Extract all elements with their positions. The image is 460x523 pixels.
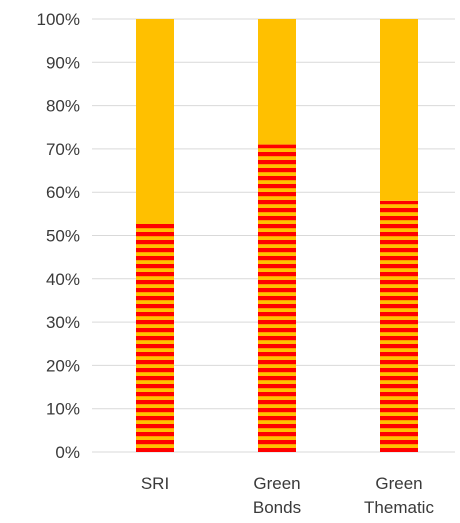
y-tick-label: 70% — [46, 140, 80, 159]
y-tick-label: 10% — [46, 400, 80, 419]
x-axis-category-labels: SRI Green Bonds Green Thematic — [141, 474, 435, 517]
bars — [136, 19, 418, 452]
y-tick-label: 30% — [46, 313, 80, 332]
x-category-label: Green Bonds — [253, 474, 301, 517]
y-tick-label: 90% — [46, 53, 80, 72]
x-category-label: SRI — [141, 474, 169, 493]
y-tick-label: 40% — [46, 270, 80, 289]
x-category-label: Green Thematic — [364, 474, 434, 517]
y-tick-label: 50% — [46, 227, 80, 246]
x-category-label-line: Green — [375, 474, 422, 493]
bar-segment-striped — [380, 200, 418, 452]
bar-segment-solid — [380, 19, 418, 201]
bar-segment-striped — [258, 144, 296, 452]
bar-segment-solid — [136, 19, 174, 223]
y-tick-label: 80% — [46, 97, 80, 116]
y-tick-label: 0% — [55, 443, 80, 462]
y-tick-label: 20% — [46, 356, 80, 375]
y-axis-tick-labels: 0% 10% 20% 30% 40% 50% 60% 70% 80% 90% 100% — [37, 10, 80, 462]
y-tick-label: 60% — [46, 183, 80, 202]
bar-segment-striped — [136, 222, 174, 452]
x-category-label-line: SRI — [141, 474, 169, 493]
y-tick-label: 100% — [37, 10, 80, 29]
x-category-label-line: Bonds — [253, 498, 301, 517]
bar-segment-solid — [258, 19, 296, 145]
x-category-label-line: Thematic — [364, 498, 434, 517]
x-category-label-line: Green — [253, 474, 300, 493]
